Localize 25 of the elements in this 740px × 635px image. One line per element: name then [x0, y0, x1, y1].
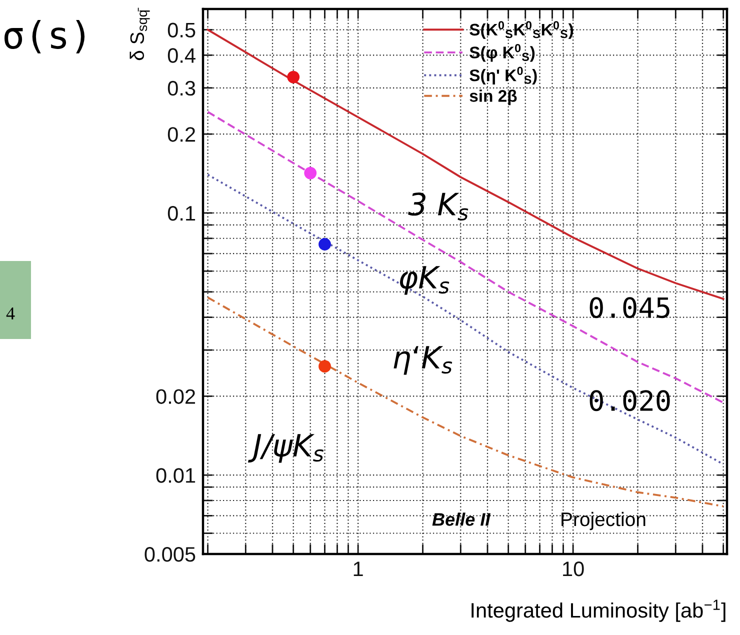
annotation: 0.045 — [590, 297, 670, 318]
legend-label: sin 2β — [470, 90, 517, 106]
y-tick-label: 0.005 — [144, 547, 196, 562]
annotation: Belle II — [432, 512, 491, 526]
y-tick-label: 0.3 — [168, 80, 196, 96]
y-tick-label: 0.2 — [168, 127, 196, 142]
annotation: η‘K$_{s}$ — [394, 346, 452, 375]
legend-label: S(η' K$^{0}$$_{S}$) — [470, 66, 537, 85]
y-tick-label: 0.01 — [156, 468, 196, 483]
x-axis-title: Integrated Luminosity [ab$^{−1}$] — [472, 600, 726, 622]
y-tick-label: 0.4 — [168, 48, 196, 63]
annotation: φK$_{s}$ — [400, 266, 450, 295]
y-tick-label: 0.1 — [168, 206, 196, 221]
y-tick-label: 0.02 — [156, 389, 196, 404]
legend-label: S(φ K$^{0}$$_{S}$) — [470, 44, 535, 62]
y-tick-label: 0.5 — [168, 22, 196, 38]
chart-title: σ(s) — [4, 20, 85, 54]
annotation: 3 K$_{s}$ — [408, 192, 468, 221]
text: S(K$^{0}$$_{S}$K$^{0}$$_{S}$K$^{0}$$_{S}$) — [470, 21, 574, 39]
x-tick-label: 10 — [563, 561, 584, 576]
y-axis-title: δ S$_{sqq̄}$ — [130, 8, 150, 60]
annotation: Projection — [562, 512, 646, 530]
x-tick-label: 1 — [354, 562, 363, 576]
text: 4 — [6, 307, 15, 320]
annotation: J/ψK$_{s}$ — [248, 434, 324, 463]
